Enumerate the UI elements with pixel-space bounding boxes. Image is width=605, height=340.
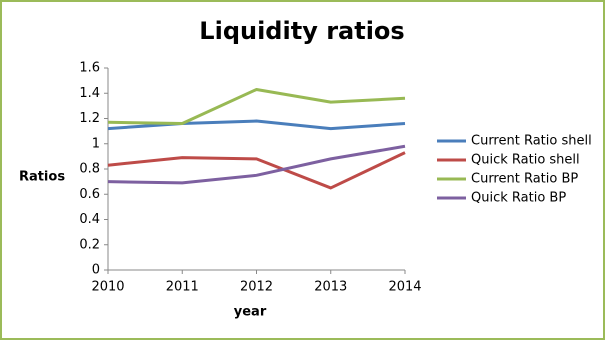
y-tick-label: 0 xyxy=(92,263,100,278)
x-tick-label: 2010 xyxy=(91,280,124,295)
y-tick-label: 0.6 xyxy=(79,187,100,202)
y-axis-title: Ratios xyxy=(19,170,65,185)
series-line xyxy=(107,119,406,131)
x-tick-label: 2014 xyxy=(388,280,421,295)
y-tick-label: 1.2 xyxy=(79,111,100,126)
chart-title: Liquidity ratios xyxy=(199,17,404,45)
y-tick-label: 1.6 xyxy=(79,61,100,76)
series-line xyxy=(107,151,406,190)
y-tick-label: 0.8 xyxy=(79,162,100,177)
y-tick-label: 0.2 xyxy=(79,237,100,252)
y-tick-label: 1 xyxy=(92,136,100,151)
x-tick-label: 2012 xyxy=(240,280,273,295)
legend-label: Current Ratio BP xyxy=(471,172,578,187)
y-tick-label: 1.4 xyxy=(79,86,100,101)
x-tick-label: 2011 xyxy=(166,280,199,295)
legend-label: Current Ratio shell xyxy=(471,134,592,149)
legend-label: Quick Ratio shell xyxy=(471,153,580,168)
series-line xyxy=(107,87,406,126)
series-line xyxy=(107,144,406,185)
legend-label: Quick Ratio BP xyxy=(471,191,566,206)
y-tick-label: 0.4 xyxy=(79,212,100,227)
x-axis-title: year xyxy=(234,305,267,320)
x-tick-label: 2013 xyxy=(314,280,347,295)
